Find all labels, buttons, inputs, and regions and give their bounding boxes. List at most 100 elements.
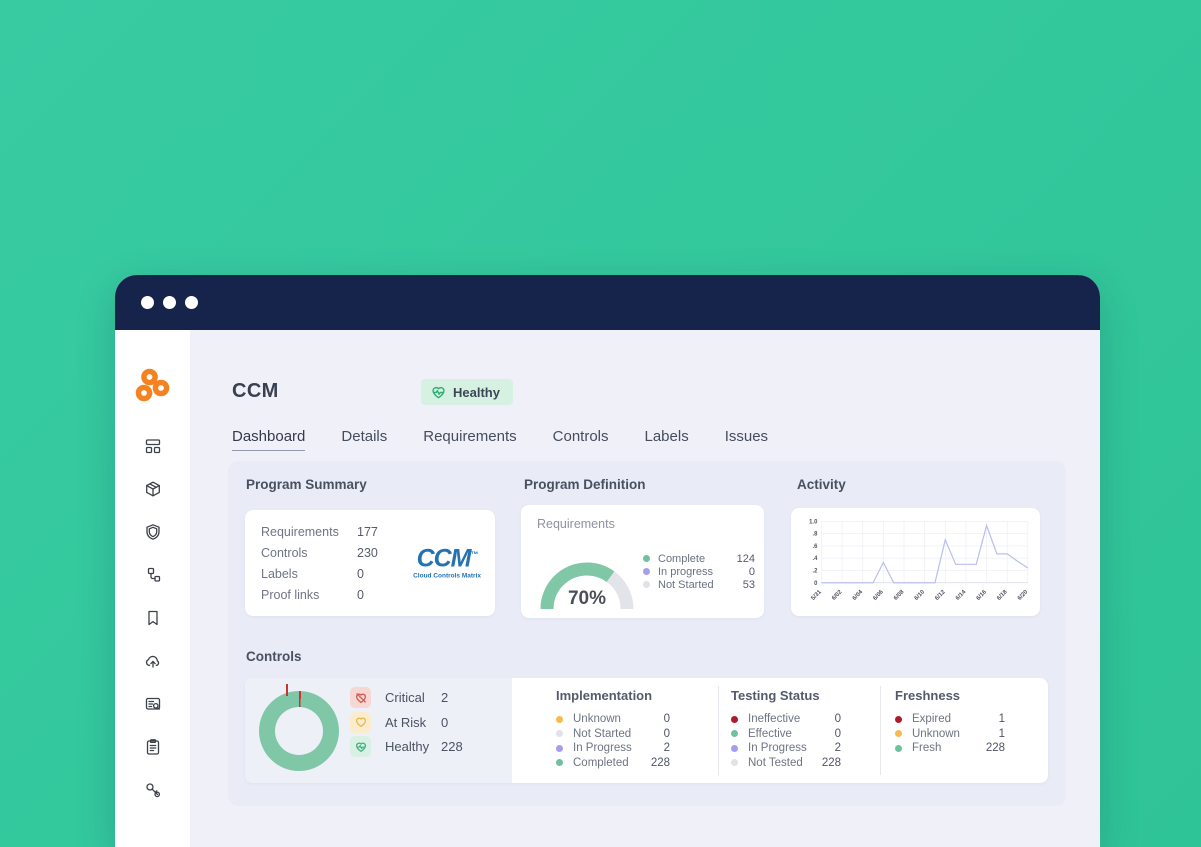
window-titlebar [115,275,1100,330]
program-definition-heading: Program Definition [524,477,646,492]
page-title: CCM [232,380,279,402]
sidebar [115,330,190,847]
implementation-column: Implementation Unknown 0 Not Started 0 [556,688,670,770]
activity-card: 0 .2 .4 .6 .8 1.0 5/31 6/02 6/04 6/06 6/08 6/10 6/12… [791,508,1040,616]
requirements-gauge: 70% [539,560,635,612]
summary-row: Controls 230 [261,542,378,563]
controls-heading: Controls [246,649,302,664]
tab-controls[interactable]: Controls [552,428,609,445]
not-tested-dot [731,759,738,767]
keys-icon[interactable] [144,781,162,799]
controls-health-zone: Critical 2 At Risk 0 [245,678,512,783]
svg-text:1.0: 1.0 [809,519,818,525]
program-summary-card: Requirements 177 Controls 230 Labels 0 [245,510,495,616]
activity-line-chart: 0 .2 .4 .6 .8 1.0 5/31 6/02 6/04 6/06 6/08 6/10 6/12… [809,519,1030,602]
complete-dot [643,555,650,562]
svg-text:6/20: 6/20 [1017,589,1030,602]
program-summary-heading: Program Summary [246,477,367,492]
sidebar-nav [144,437,162,824]
legend-row: Complete 124 [643,552,755,565]
svg-text:6/02: 6/02 [831,589,844,602]
expired-dot [895,715,902,723]
in-progress-dot [643,568,650,575]
summary-row: Labels 0 [261,563,378,584]
column-title: Testing Status [731,688,820,703]
cloud-upload-icon[interactable] [144,652,162,670]
summary-row-label: Requirements [261,524,339,539]
tab-requirements[interactable]: Requirements [423,428,517,445]
dashboard-icon[interactable] [144,437,162,455]
completed-dot [556,759,563,767]
status-row: Not Started 0 [556,727,670,742]
legend-row: Not Started 53 [643,578,755,591]
heart-pulse-icon [432,386,445,398]
window-control-dot[interactable] [163,296,176,309]
summary-row: Requirements 177 [261,521,378,542]
window-control-dot[interactable] [141,296,154,309]
requirements-subtitle: Requirements [537,517,615,531]
column-title: Implementation [556,688,653,703]
requirements-legend: Complete 124 In progress 0 Not Started 5… [643,552,755,591]
dashboard-panel: Program Summary Requirements 177 Control… [228,461,1066,806]
svg-text:6/06: 6/06 [872,589,885,602]
svg-text:6/10: 6/10 [914,589,927,602]
app-logo[interactable] [135,368,171,409]
workflow-icon[interactable] [144,566,162,584]
bookmark-icon[interactable] [144,609,162,627]
unknown-dot [895,730,902,738]
summary-row-label: Labels [261,566,298,581]
fresh-dot [895,744,902,752]
legend-row: At Risk 0 [350,711,463,733]
status-row: Expired 1 [895,712,1005,727]
critical-slice-marker [286,684,288,696]
status-row: Unknown 1 [895,727,1005,742]
status-row: Ineffective 0 [731,712,841,727]
program-summary-rows: Requirements 177 Controls 230 Labels 0 [261,521,378,605]
legend-row: Critical 2 [350,687,463,708]
status-row: Effective 0 [731,727,841,742]
summary-row-label: Proof links [261,587,320,602]
summary-row-value: 0 [357,587,364,602]
svg-text:.8: .8 [812,532,818,538]
heart-off-icon [350,687,371,708]
controls-card: Critical 2 At Risk 0 [245,678,1048,783]
svg-text:6/04: 6/04 [852,589,865,602]
svg-text:6/12: 6/12 [934,589,947,602]
svg-text:6/18: 6/18 [996,589,1009,602]
tab-dashboard[interactable]: Dashboard [232,428,306,451]
program-definition-card: Requirements 70% Complete 124 [521,505,764,618]
freshness-column: Freshness Expired 1 Unknown 1 [895,688,1005,756]
legend-row: In progress 0 [643,565,755,578]
list-search-icon[interactable] [144,695,162,713]
controls-health-donut [259,691,339,771]
clipboard-icon[interactable] [144,738,162,756]
tab-details[interactable]: Details [341,428,388,445]
legend-row: Healthy 228 [350,736,463,757]
column-title: Freshness [895,688,961,703]
column-divider [718,686,719,775]
health-status-badge: Healthy [421,379,513,405]
ccm-framework-logo: CCM™ Cloud Controls Matrix [413,544,481,580]
summary-row: Proof links 0 [261,584,378,605]
app-window: CCM Healthy Dashboard Details Requiremen… [115,275,1100,847]
summary-row-value: 177 [357,524,378,539]
effective-dot [731,730,738,738]
not-started-dot [643,581,650,588]
tab-labels[interactable]: Labels [644,428,689,445]
window-control-dot[interactable] [185,296,198,309]
not-started-dot [556,730,563,738]
status-row: Completed 228 [556,756,670,771]
summary-row-value: 230 [357,545,378,560]
summary-row-value: 0 [357,566,364,581]
package-icon[interactable] [144,480,162,498]
shield-icon[interactable] [144,523,162,541]
in-progress-dot [556,744,563,752]
svg-text:.4: .4 [812,556,818,562]
controls-health-legend: Critical 2 At Risk 0 [350,687,463,761]
heart-pulse-icon [350,736,371,757]
unknown-dot [556,715,563,723]
svg-text:6/08: 6/08 [893,589,906,602]
main-content: CCM Healthy Dashboard Details Requiremen… [190,330,1100,847]
svg-text:.6: .6 [812,544,818,550]
tab-issues[interactable]: Issues [724,428,769,445]
